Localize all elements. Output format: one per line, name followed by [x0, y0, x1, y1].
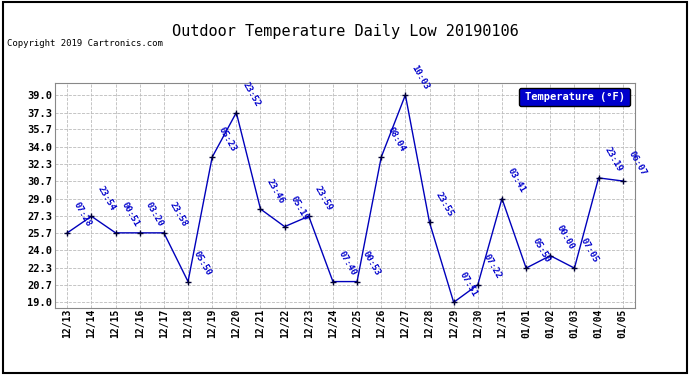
Text: 05:19: 05:19: [289, 195, 310, 222]
Text: 08:04: 08:04: [386, 125, 406, 153]
Text: 07:22: 07:22: [482, 253, 503, 280]
Text: 23:58: 23:58: [168, 201, 189, 229]
Text: 05:50: 05:50: [193, 250, 213, 278]
Legend: Temperature (°F): Temperature (°F): [519, 88, 629, 106]
Text: Outdoor Temperature Daily Low 20190106: Outdoor Temperature Daily Low 20190106: [172, 24, 518, 39]
Text: 00:53: 00:53: [362, 250, 382, 278]
Text: 10:03: 10:03: [410, 63, 431, 91]
Text: 23:55: 23:55: [434, 190, 455, 218]
Text: 06:07: 06:07: [627, 149, 648, 177]
Text: 00:51: 00:51: [120, 201, 141, 229]
Text: 00:00: 00:00: [555, 224, 575, 252]
Text: 23:59: 23:59: [313, 184, 334, 212]
Text: 05:50: 05:50: [531, 236, 551, 264]
Text: 03:41: 03:41: [506, 167, 527, 195]
Text: Copyright 2019 Cartronics.com: Copyright 2019 Cartronics.com: [7, 39, 163, 48]
Text: 07:40: 07:40: [337, 250, 358, 278]
Text: 07:51: 07:51: [458, 270, 479, 298]
Text: 23:46: 23:46: [265, 177, 286, 205]
Text: 23:52: 23:52: [241, 81, 262, 108]
Text: 23:19: 23:19: [603, 146, 624, 174]
Text: 05:23: 05:23: [217, 125, 237, 153]
Text: 23:54: 23:54: [96, 184, 117, 212]
Text: 07:05: 07:05: [579, 236, 600, 264]
Text: 03:20: 03:20: [144, 201, 165, 229]
Text: 07:28: 07:28: [72, 201, 92, 229]
